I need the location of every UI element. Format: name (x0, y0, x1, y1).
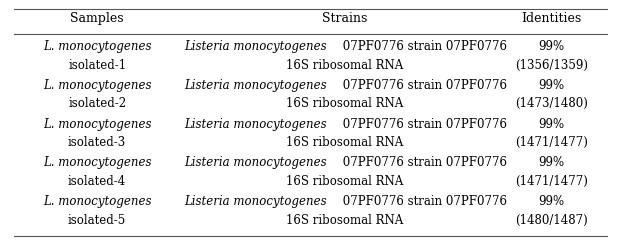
Text: (1356/1359): (1356/1359) (515, 59, 588, 72)
Text: 07PF0776 strain 07PF0776: 07PF0776 strain 07PF0776 (338, 118, 507, 131)
Text: isolated-2: isolated-2 (68, 97, 126, 110)
Text: 99%: 99% (538, 195, 564, 208)
Text: 16S ribosomal RNA: 16S ribosomal RNA (286, 97, 403, 110)
Text: 99%: 99% (538, 40, 564, 53)
Text: Strains: Strains (322, 12, 367, 25)
Text: 99%: 99% (538, 157, 564, 170)
Text: L. monocytogenes: L. monocytogenes (43, 40, 152, 53)
Text: 16S ribosomal RNA: 16S ribosomal RNA (286, 59, 403, 72)
Text: 99%: 99% (538, 118, 564, 131)
Text: 16S ribosomal RNA: 16S ribosomal RNA (286, 175, 403, 188)
Text: L. monocytogenes: L. monocytogenes (43, 157, 152, 170)
Text: isolated-1: isolated-1 (68, 59, 126, 72)
Text: Samples: Samples (70, 12, 124, 25)
Text: Listeria monocytogenes: Listeria monocytogenes (184, 157, 327, 170)
Text: Identities: Identities (522, 12, 582, 25)
Text: (1471/1477): (1471/1477) (515, 175, 588, 188)
Text: L. monocytogenes: L. monocytogenes (43, 79, 152, 92)
Text: 99%: 99% (538, 79, 564, 92)
Text: 07PF0776 strain 07PF0776: 07PF0776 strain 07PF0776 (338, 79, 507, 92)
Text: 16S ribosomal RNA: 16S ribosomal RNA (286, 136, 403, 149)
Text: isolated-5: isolated-5 (68, 214, 126, 227)
Text: isolated-3: isolated-3 (68, 136, 126, 149)
Text: isolated-4: isolated-4 (68, 175, 126, 188)
Text: Listeria monocytogenes: Listeria monocytogenes (184, 195, 327, 208)
Text: 07PF0776 strain 07PF0776: 07PF0776 strain 07PF0776 (338, 40, 507, 53)
Text: Listeria monocytogenes: Listeria monocytogenes (184, 118, 327, 131)
Text: 07PF0776 strain 07PF0776: 07PF0776 strain 07PF0776 (338, 157, 507, 170)
Text: 07PF0776 strain 07PF0776: 07PF0776 strain 07PF0776 (338, 195, 507, 208)
Text: (1480/1487): (1480/1487) (515, 214, 588, 227)
Text: L. monocytogenes: L. monocytogenes (43, 195, 152, 208)
Text: 16S ribosomal RNA: 16S ribosomal RNA (286, 214, 403, 227)
Text: Listeria monocytogenes: Listeria monocytogenes (184, 40, 327, 53)
Text: (1473/1480): (1473/1480) (515, 97, 588, 110)
Text: (1471/1477): (1471/1477) (515, 136, 588, 149)
Text: L. monocytogenes: L. monocytogenes (43, 118, 152, 131)
Text: Listeria monocytogenes: Listeria monocytogenes (184, 79, 327, 92)
